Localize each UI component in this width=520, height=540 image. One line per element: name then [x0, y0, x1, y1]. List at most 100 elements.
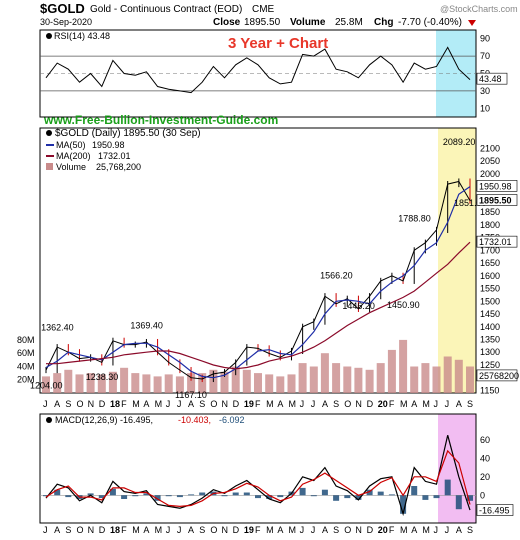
x-tick-label: A: [143, 399, 149, 409]
x-tick-label: 19: [244, 525, 254, 535]
x-tick-label: S: [199, 399, 205, 409]
chart-annotation: 3 Year + Chart: [228, 35, 328, 52]
x-tick-label: O: [344, 525, 351, 535]
x-tick-label: J: [300, 399, 305, 409]
x-tick-label: M: [155, 399, 163, 409]
x-tick-label: 18: [110, 399, 120, 409]
macd-histogram-bar: [333, 495, 340, 501]
macd-histogram-bar: [344, 495, 351, 499]
x-tick-label: A: [54, 399, 60, 409]
macd-histogram-bar: [143, 493, 150, 496]
rsi-legend: RSI(14) 43.48: [46, 31, 110, 41]
x-tick-label: J: [43, 525, 48, 535]
volume-bar: [443, 356, 452, 393]
price-highlight-band: [438, 128, 476, 393]
price-last-value-box: [476, 194, 518, 206]
volume-bar: [75, 374, 84, 393]
x-tick-label: J: [311, 525, 316, 535]
macd-histogram-bar: [310, 495, 317, 497]
price-annotation: 1566.20: [320, 270, 353, 280]
x-tick-label: M: [132, 399, 140, 409]
volume-bar: [120, 367, 129, 393]
x-tick-label: M: [266, 399, 274, 409]
macd-histogram-bar: [422, 495, 429, 500]
price-tick-label: 2000: [480, 169, 500, 179]
volume-bar: [276, 376, 285, 393]
chg-value: -7.70 (-0.40%): [398, 17, 462, 28]
macd-panel: [39, 413, 477, 524]
x-tick-label: F: [121, 525, 127, 535]
macd-tick-label: 60: [480, 435, 490, 445]
x-tick-label: D: [233, 525, 240, 535]
volume-bar: [131, 373, 140, 393]
volume-bar: [365, 369, 374, 393]
macd-tick-label: 20: [480, 472, 490, 482]
price-line: [45, 180, 471, 380]
rsi-tick-label: 90: [480, 34, 490, 44]
x-tick-label: J: [434, 399, 439, 409]
x-tick-label: O: [210, 525, 217, 535]
rsi-last-value: 43.48: [479, 74, 502, 84]
price-tick-label: 1500: [480, 296, 500, 306]
rsi-tick-label: 30: [480, 86, 490, 96]
volume-bar: [108, 371, 117, 393]
x-tick-label: J: [177, 399, 182, 409]
x-tick-label: O: [210, 399, 217, 409]
ma200-line: [46, 241, 471, 370]
x-tick-label: J: [311, 399, 316, 409]
rsi-legend-icon: [46, 33, 52, 39]
ma200-legend-name: MA(200): [56, 151, 91, 161]
x-tick-label: A: [277, 525, 283, 535]
price-tick-label: 1600: [480, 271, 500, 281]
volume-bar: [187, 373, 196, 393]
macd-histogram-bar: [388, 494, 395, 496]
rsi-line: [45, 46, 471, 94]
macd-histogram-bar: [433, 495, 440, 499]
x-tick-label: S: [333, 399, 339, 409]
macd-histogram-bar: [65, 495, 72, 498]
x-tick-label: S: [65, 525, 71, 535]
price-last-value: 1732.01: [479, 237, 512, 247]
x-tick-label: J: [166, 525, 171, 535]
site-url: www.Free-Bullion-Investment-Guide.com: [43, 113, 278, 127]
x-tick-label: J: [43, 399, 48, 409]
volume-bar: [298, 363, 307, 393]
price-legend-icon: [46, 130, 52, 136]
price-tick-label: 2100: [480, 143, 500, 153]
x-tick-label: F: [121, 399, 127, 409]
rsi-last-value-box: [476, 72, 508, 85]
volume-value: 25.8M: [335, 17, 363, 28]
price-tick-label: 2050: [480, 156, 500, 166]
price-annotation: 1851.00: [454, 198, 487, 208]
macd-histogram-bar: [321, 489, 328, 496]
macd-last-value-box: [476, 504, 514, 516]
volume-bar: [220, 371, 229, 393]
volume-bar: [320, 353, 329, 393]
x-tick-label: S: [467, 399, 473, 409]
symbol-title: $GOLD: [40, 1, 85, 16]
exchange-label: CME: [252, 4, 275, 15]
volume-legend-swatch: [46, 163, 53, 170]
macd-tick-label: 0: [480, 490, 485, 500]
date-label: 30-Sep-2020: [40, 17, 92, 27]
x-tick-label: 18: [110, 525, 120, 535]
x-tick-label: M: [155, 525, 163, 535]
volume-bar: [432, 366, 441, 393]
price-annotation: 1450.90: [387, 300, 420, 310]
down-triangle-icon: [468, 20, 476, 26]
macd-histogram-bar: [243, 492, 250, 496]
x-tick-label: A: [456, 525, 462, 535]
x-tick-label: S: [199, 525, 205, 535]
volume-bar: [343, 366, 352, 393]
x-tick-label: 20: [378, 525, 388, 535]
volume-bar: [86, 373, 95, 393]
macd-histogram-bar: [232, 492, 239, 496]
x-tick-label: A: [188, 399, 194, 409]
macd-histogram-bar: [121, 495, 128, 499]
volume-bar: [265, 374, 274, 393]
x-tick-label: M: [422, 399, 430, 409]
macd-histogram-bar: [277, 495, 284, 498]
x-tick-label: S: [333, 525, 339, 535]
price-title: $GOLD (Daily) 1895.50 (30 Sep): [55, 128, 201, 139]
